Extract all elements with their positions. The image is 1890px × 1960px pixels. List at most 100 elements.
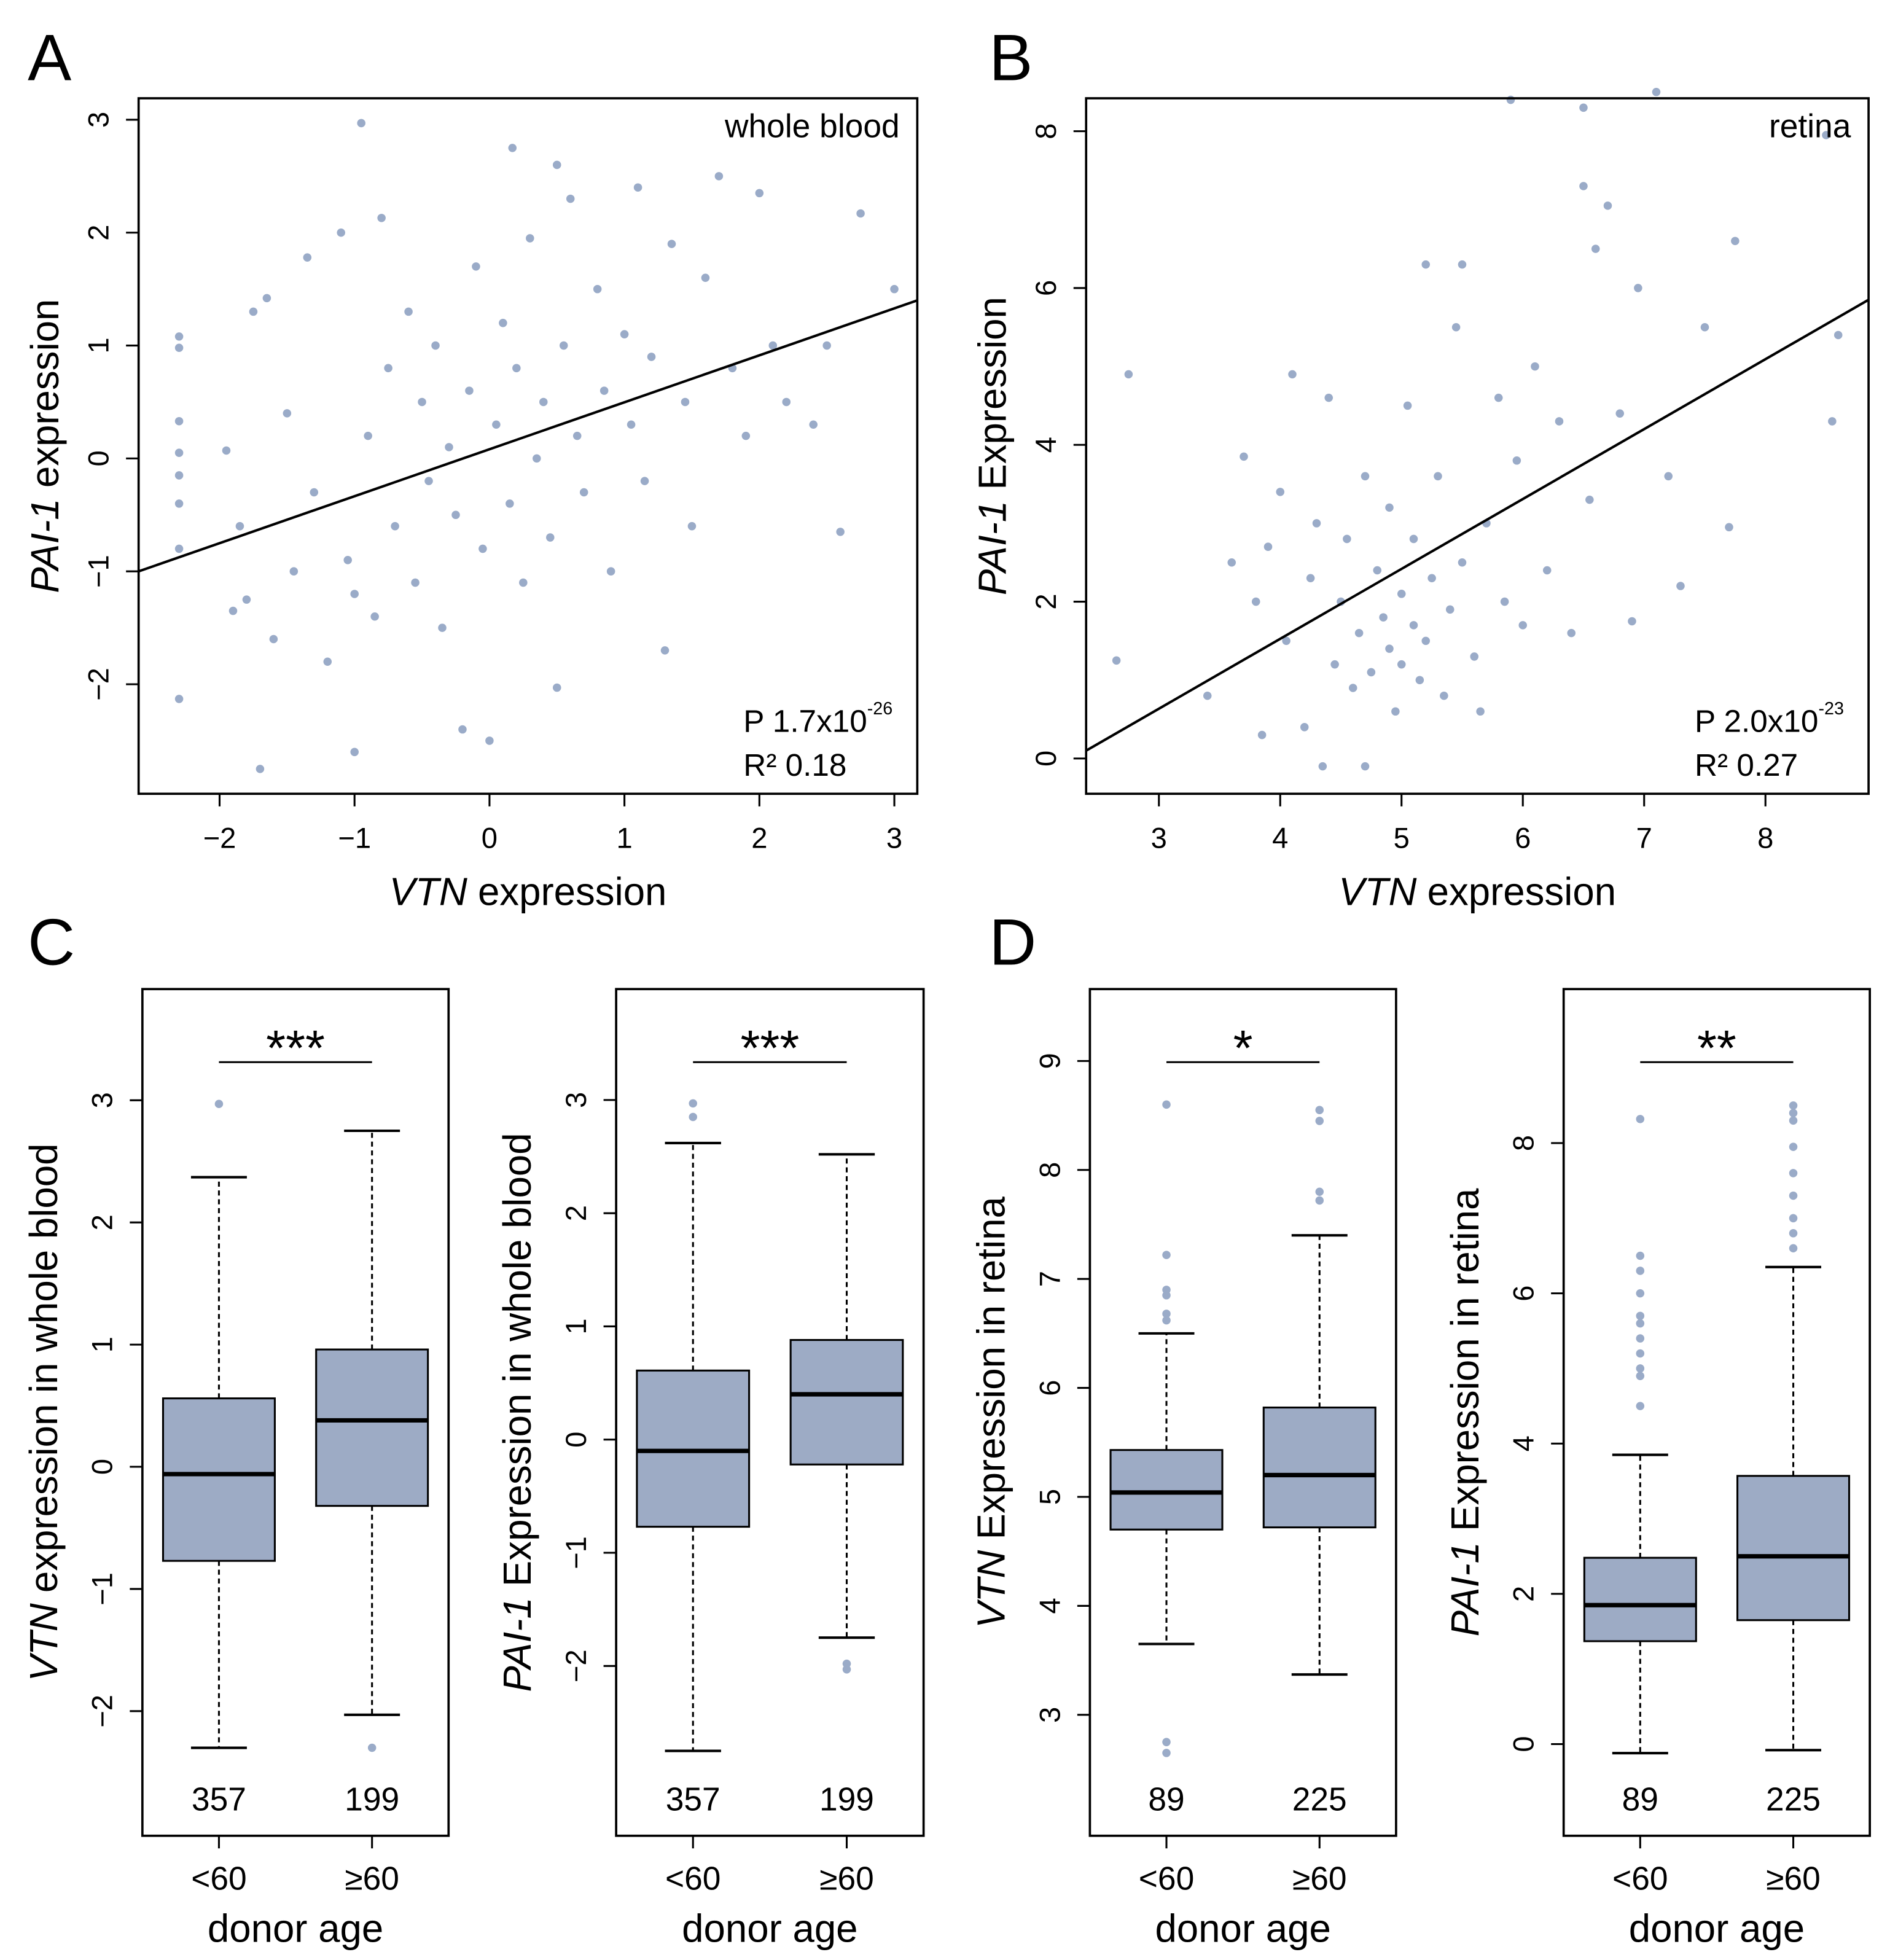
panel-letter: D (989, 905, 1036, 979)
y-tick-label: 1 (82, 337, 115, 353)
point (1585, 495, 1594, 504)
point (1397, 590, 1406, 598)
x-tick-label: 8 (1757, 822, 1773, 854)
point (579, 488, 588, 497)
p-value: P 1.7x10-26 (743, 698, 892, 738)
box (1109, 1449, 1224, 1531)
point (1282, 636, 1291, 646)
plot-frame (141, 988, 450, 1837)
y-tick-label: 8 (1029, 123, 1062, 139)
y-tick-label: 2 (1507, 1586, 1540, 1602)
point (1361, 472, 1370, 481)
point (1579, 103, 1588, 112)
x-tick-label: 3 (1151, 822, 1167, 854)
significance-label: * (1233, 1021, 1253, 1077)
point (1652, 88, 1661, 96)
point (1403, 401, 1412, 410)
point (1348, 684, 1357, 692)
outlier (1315, 1187, 1324, 1197)
point (303, 253, 312, 262)
point (242, 595, 251, 604)
outlier (1789, 1109, 1798, 1117)
outlier (1636, 1289, 1645, 1298)
y-tick-label: 0 (82, 450, 115, 466)
point (606, 567, 615, 576)
outlier (1636, 1311, 1645, 1321)
point (1676, 582, 1685, 590)
r-squared: R² 0.27 (1695, 748, 1798, 783)
x-tick-label: ≥60 (819, 1861, 874, 1897)
point (283, 409, 292, 418)
point (1542, 566, 1552, 575)
outlier (1315, 1106, 1324, 1114)
p-value-exponent: -23 (1818, 698, 1844, 718)
point (822, 341, 831, 350)
x-axis-label: donor age (1629, 1907, 1805, 1950)
y-axis-label: PAI-1 expression (23, 299, 67, 593)
outlier (1789, 1191, 1798, 1200)
point (337, 228, 345, 237)
point (445, 443, 453, 451)
outlier (1789, 1229, 1798, 1238)
point (174, 332, 184, 341)
point (1628, 617, 1636, 626)
point (451, 510, 460, 520)
point (1434, 472, 1442, 481)
point (856, 209, 865, 218)
point (1579, 182, 1588, 190)
point (1440, 691, 1448, 700)
y-tick-label: −2 (82, 668, 115, 701)
outlier (1162, 1286, 1171, 1294)
p-value: P 2.0x10-23 (1695, 698, 1844, 738)
panel-letter: B (989, 21, 1033, 95)
point (714, 172, 724, 181)
x-axis-label: donor age (208, 1907, 383, 1950)
box (1583, 1556, 1697, 1642)
point (1124, 370, 1133, 379)
point (174, 448, 184, 457)
point (741, 431, 751, 440)
point (1567, 628, 1576, 638)
point (256, 765, 265, 773)
point (755, 189, 764, 198)
y-axis-label-part: VTN (22, 1603, 66, 1681)
point (1409, 534, 1418, 544)
point (1391, 707, 1400, 716)
point (687, 521, 697, 531)
p-value-base: P 2.0x10 (1695, 703, 1818, 738)
point (499, 319, 507, 327)
point (593, 284, 602, 294)
outlier (1636, 1319, 1645, 1328)
point (633, 183, 642, 192)
point (391, 521, 399, 531)
point (174, 343, 184, 353)
point (552, 160, 561, 170)
y-tick-label: 6 (1033, 1380, 1066, 1396)
outlier (842, 1665, 851, 1674)
annotation: whole blood (724, 108, 900, 144)
point (1324, 393, 1334, 402)
y-axis-label: VTN expression in whole blood (22, 1144, 66, 1682)
y-tick-label: −1 (86, 1572, 119, 1606)
point (1421, 260, 1431, 269)
y-tick-label: 1 (86, 1337, 119, 1353)
x-tick-label: 6 (1515, 822, 1531, 854)
point (1409, 621, 1418, 630)
point (357, 119, 365, 128)
point (364, 431, 372, 440)
y-tick-label: 4 (1033, 1598, 1066, 1614)
point (546, 533, 555, 542)
y-axis-label: PAI-1 Expression (970, 297, 1014, 595)
panel-letter: A (28, 21, 71, 95)
x-axis-label: donor age (682, 1907, 857, 1950)
x-axis-label-part: VTN (1338, 870, 1416, 913)
point (478, 544, 487, 553)
box (636, 1369, 751, 1528)
point (384, 364, 392, 373)
outlier (1636, 1349, 1645, 1358)
y-tick-label: 6 (1507, 1286, 1540, 1302)
point (174, 471, 184, 480)
point (506, 499, 514, 508)
point (667, 240, 676, 248)
